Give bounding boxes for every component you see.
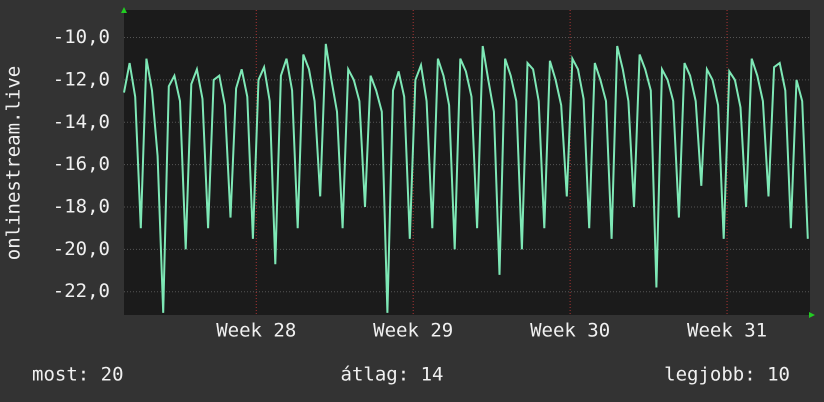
y-tick-label: -16,0 (53, 153, 110, 175)
x-tick-label: Week 30 (530, 320, 610, 342)
legend-item: most: 20 (32, 364, 124, 386)
x-tick-label: Week 29 (373, 320, 453, 342)
legend-item: legjobb: 10 (664, 364, 790, 386)
x-tick-label: Week 28 (216, 320, 296, 342)
series-line (123, 43, 809, 313)
legend-item: átlag: 14 (341, 364, 444, 386)
y-axis-label: onlinestream.live (3, 66, 25, 260)
x-tick-label: Week 31 (687, 320, 767, 342)
plot-area (124, 10, 810, 315)
y-tick-label: -12,0 (53, 68, 110, 90)
y-tick-label: -20,0 (53, 238, 110, 260)
y-tick-label: -10,0 (53, 26, 110, 48)
y-tick-label: -14,0 (53, 111, 110, 133)
y-tick-label: -22,0 (53, 280, 110, 302)
y-tick-label: -18,0 (53, 195, 110, 217)
